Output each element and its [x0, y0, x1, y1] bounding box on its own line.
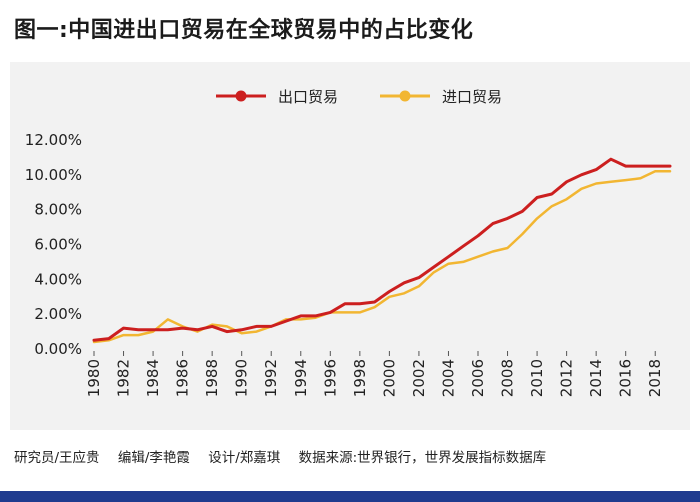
- x-tick-label: 2002: [410, 359, 428, 397]
- source-credit: 数据来源:世界银行，世界发展指标数据库: [298, 450, 547, 466]
- legend-swatch-marker: [235, 90, 247, 102]
- y-tick-label: 0.00%: [34, 340, 82, 358]
- x-tick-label: 1986: [174, 359, 192, 397]
- x-tick-label: 1988: [203, 359, 221, 397]
- x-tick-label: 2012: [558, 359, 576, 397]
- x-tick-label: 2008: [499, 359, 517, 397]
- x-tick-label: 2014: [587, 359, 605, 397]
- researcher-credit: 研究员/王应贵: [14, 450, 100, 466]
- legend-label: 进口贸易: [442, 88, 502, 106]
- y-tick-label: 12.00%: [25, 131, 82, 149]
- x-tick-label: 1990: [233, 359, 251, 397]
- chart-panel: [10, 62, 690, 430]
- x-tick-label: 1996: [321, 359, 339, 397]
- y-tick-label: 2.00%: [34, 305, 82, 323]
- chart-title: 图一:中国进出口贸易在全球贸易中的占比变化: [14, 18, 474, 43]
- x-tick-label: 1984: [144, 359, 162, 397]
- x-tick-label: 2006: [469, 359, 487, 397]
- x-tick-label: 1982: [115, 359, 133, 397]
- x-tick-label: 1980: [85, 359, 103, 397]
- designer-credit: 设计/郑嘉琪: [208, 450, 281, 466]
- line-chart: 0.00% 2.00% 4.00% 6.00% 8.00% 10.00% 12.00% 198…: [25, 88, 672, 397]
- editor-credit: 编辑/李艳霞: [117, 450, 190, 466]
- y-tick-label: 8.00%: [34, 201, 82, 219]
- bottom-bar: [0, 491, 700, 502]
- export-series-line: [92, 157, 672, 342]
- x-tick-label: 2010: [528, 359, 546, 397]
- x-tick-label: 2004: [439, 359, 457, 397]
- legend-label: 出口贸易: [278, 88, 338, 106]
- credits-footer: 研究员/王应贵 编辑/李艳霞 设计/郑嘉琪 数据来源:世界银行，世界发展指标数据…: [14, 446, 560, 466]
- x-tick-label: 2000: [380, 359, 398, 397]
- y-tick-label: 6.00%: [34, 236, 82, 254]
- x-tick-label: 1994: [292, 359, 310, 397]
- x-tick-label: 1992: [262, 359, 280, 397]
- x-tick-label: 2016: [617, 359, 635, 397]
- import-series-line: [92, 170, 672, 344]
- y-tick-label: 10.00%: [25, 166, 82, 184]
- y-tick-label: 4.00%: [34, 270, 82, 288]
- x-tick-label: 2018: [646, 359, 664, 397]
- legend-swatch-marker: [399, 90, 411, 102]
- x-tick-label: 1998: [351, 359, 369, 397]
